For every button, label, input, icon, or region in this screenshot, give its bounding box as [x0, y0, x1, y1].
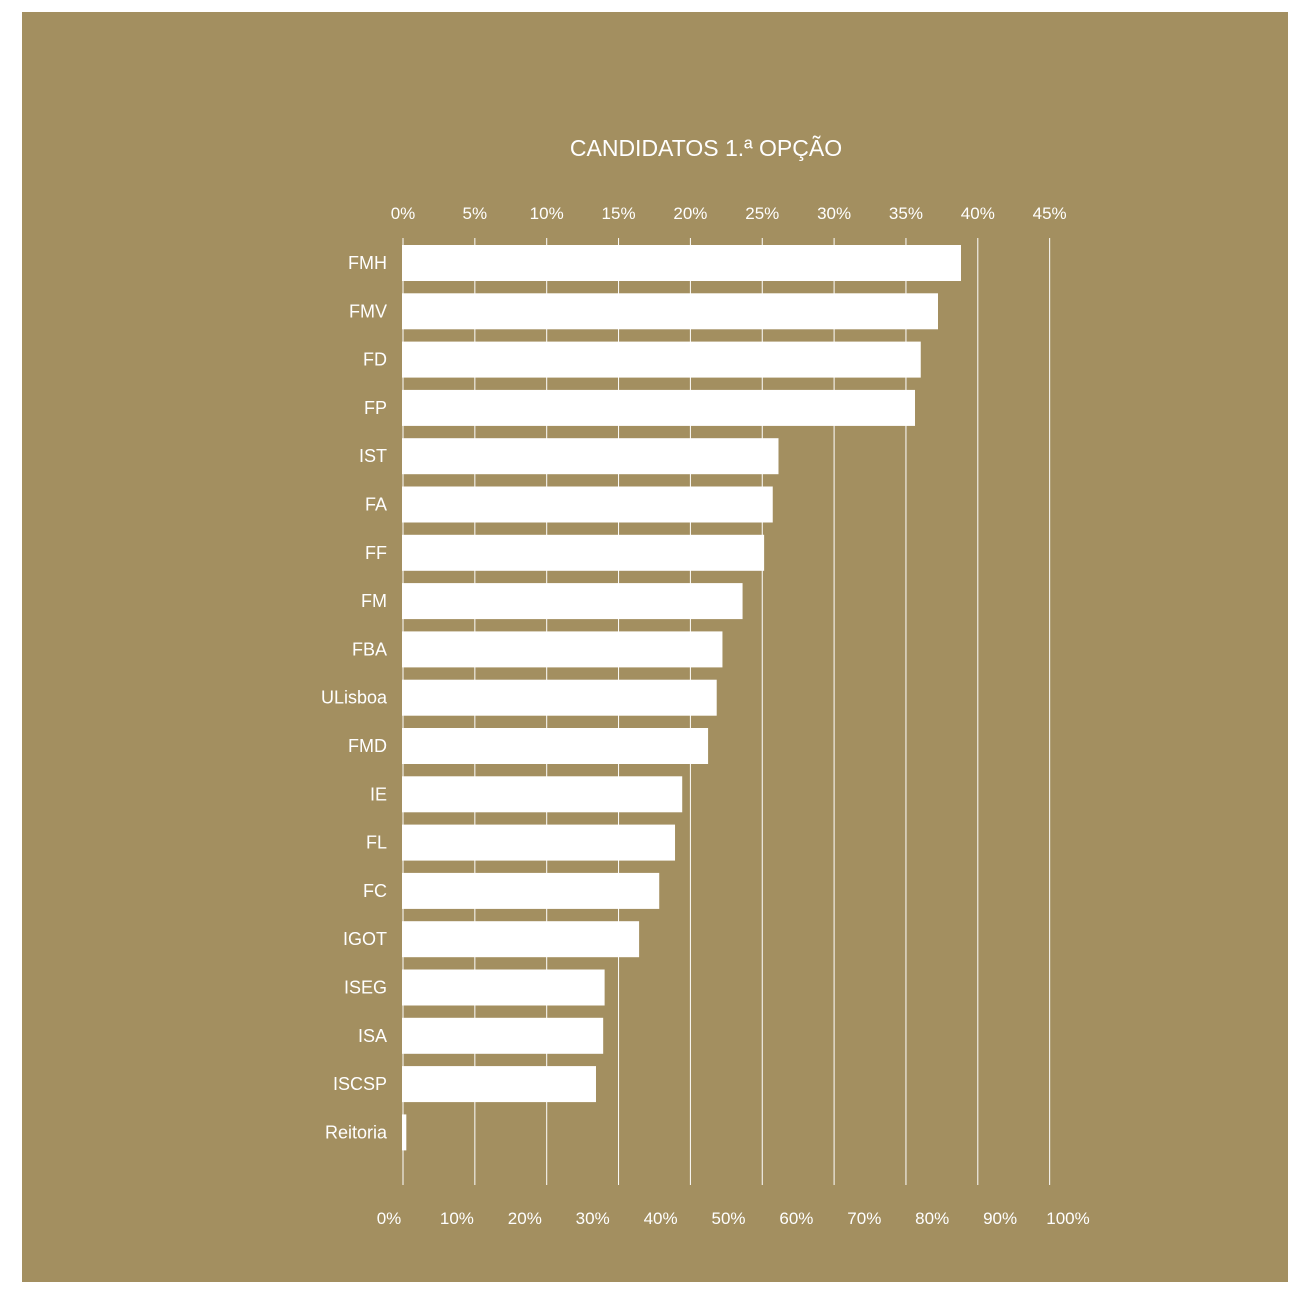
bar: [402, 1017, 604, 1054]
top-tick-label: 25%: [745, 204, 779, 223]
category-label: FD: [363, 350, 387, 370]
bar: [402, 486, 773, 523]
bottom-tick-label: 100%: [1046, 1209, 1089, 1228]
category-label: IGOT: [343, 929, 387, 949]
category-label: ISEG: [344, 978, 387, 998]
category-label: FF: [365, 543, 387, 563]
bottom-tick-label: 10%: [440, 1209, 474, 1228]
bottom-tick-label: 90%: [983, 1209, 1017, 1228]
category-label: FMH: [348, 253, 387, 273]
bar: [402, 921, 640, 958]
category-label: FL: [366, 833, 387, 853]
category-labels: FMH FMV FD FP IST FA FF FM FBA ULisboa FMD IE FL FC IG…: [321, 253, 388, 1142]
category-label: FBA: [352, 639, 387, 659]
bar: [402, 728, 709, 764]
bottom-axis-tick-labels: 0% 10% 20% 30% 40% 50% 60% 70% 80% 90% 100%: [377, 1209, 1090, 1228]
top-tick-label: 15%: [602, 204, 636, 223]
bar: [402, 293, 939, 330]
top-axis-tick-labels: 0% 5% 10% 15% 20% 25% 30% 35% 40% 45%: [391, 204, 1067, 223]
bottom-tick-label: 0%: [377, 1209, 402, 1228]
top-tick-label: 20%: [673, 204, 707, 223]
bottom-tick-label: 30%: [576, 1209, 610, 1228]
category-label: FC: [363, 881, 387, 901]
bar: [402, 534, 765, 571]
bar: [402, 389, 916, 426]
bottom-tick-label: 60%: [779, 1209, 813, 1228]
bottom-tick-label: 70%: [847, 1209, 881, 1228]
category-label: ULisboa: [321, 688, 388, 708]
bar: [402, 341, 921, 378]
category-label: IE: [370, 784, 387, 804]
bar: [402, 776, 683, 813]
bars: [402, 245, 961, 1151]
top-tick-label: 0%: [391, 204, 416, 223]
bar: [402, 1114, 407, 1151]
top-tick-label: 10%: [530, 204, 564, 223]
chart-title: CANDIDATOS 1.ª OPÇÃO: [570, 135, 842, 161]
category-label: FMV: [349, 301, 387, 321]
top-tick-label: 40%: [961, 204, 995, 223]
category-label: FP: [364, 398, 387, 418]
category-label: ISCSP: [333, 1074, 387, 1094]
bar: [402, 1066, 596, 1103]
bottom-tick-label: 40%: [644, 1209, 678, 1228]
bar: [402, 679, 717, 716]
category-label: FMD: [348, 736, 387, 756]
category-label: FA: [365, 495, 387, 515]
bar: [402, 583, 743, 620]
category-label: ISA: [358, 1026, 387, 1046]
bar: [402, 824, 676, 861]
category-label: IST: [359, 446, 387, 466]
category-label: Reitoria: [325, 1122, 388, 1142]
bottom-tick-label: 20%: [508, 1209, 542, 1228]
top-tick-label: 5%: [463, 204, 488, 223]
bottom-tick-label: 80%: [915, 1209, 949, 1228]
bar: [402, 631, 723, 668]
top-tick-label: 30%: [817, 204, 851, 223]
category-label: FM: [361, 591, 387, 611]
bar: [402, 872, 660, 909]
bottom-tick-label: 50%: [711, 1209, 745, 1228]
bar: [402, 245, 961, 281]
bar: [402, 438, 779, 475]
top-tick-label: 35%: [889, 204, 923, 223]
top-tick-label: 45%: [1033, 204, 1067, 223]
bar: [402, 969, 605, 1006]
